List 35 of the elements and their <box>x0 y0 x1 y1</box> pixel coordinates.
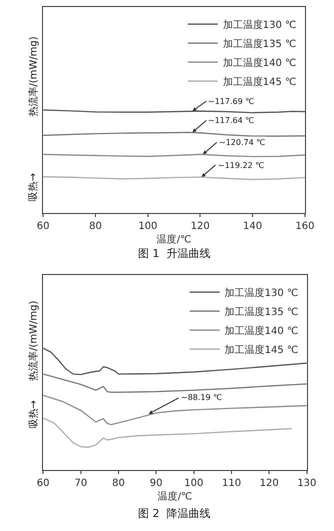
legend-label: 加工温度140 ℃ <box>224 325 298 338</box>
x-axis-title: 温度/℃ <box>156 234 192 246</box>
annotation: ~117.69 ℃ <box>208 97 254 106</box>
annotation: ~88.19 ℃ <box>181 393 222 402</box>
x-tick-label: 70 <box>74 478 88 489</box>
x-tick-label: 100 <box>184 478 204 489</box>
x-tick-label: 90 <box>150 478 163 489</box>
legend-label: 加工温度130 ℃ <box>222 19 296 32</box>
annotation: ~119.22 ℃ <box>218 161 264 170</box>
x-tick-label: 160 <box>295 221 315 232</box>
text: 吸热→ <box>28 400 40 429</box>
y-axis-title: 热流率/(mW/mg) <box>28 36 40 117</box>
x-tick-label: 60 <box>36 478 50 489</box>
annotation: ~120.74 ℃ <box>219 138 266 147</box>
x-tick-label: 80 <box>112 478 125 489</box>
x-tick-label: 80 <box>89 221 102 232</box>
x-tick-label: 120 <box>260 478 279 489</box>
text: 图 1 升温曲线 <box>138 247 210 260</box>
x-axis-title: 温度/℃ <box>158 490 192 502</box>
legend-label: 加工温度145 ℃ <box>224 344 298 356</box>
x-tick-label: 120 <box>190 221 210 232</box>
annotation: ~117.64 ℃ <box>208 116 254 125</box>
legend-label: 加工温度145 ℃ <box>222 76 296 88</box>
x-tick-label: 60 <box>36 221 50 232</box>
text: 吸热→ <box>28 173 39 202</box>
legend-label: 加工温度135 ℃ <box>224 306 298 318</box>
legend-label: 加工温度130 ℃ <box>224 287 298 300</box>
legend-label: 加工温度140 ℃ <box>222 57 296 70</box>
legend-label: 加工温度135 ℃ <box>222 38 296 50</box>
x-tick-label: 140 <box>243 221 262 232</box>
x-tick-label: 110 <box>222 478 242 489</box>
text: 图 2 降温曲线 <box>138 507 210 520</box>
x-tick-label: 100 <box>138 221 158 232</box>
x-tick-label: 130 <box>297 478 316 489</box>
y-axis-title: 热流率/(mW/mg) <box>27 300 40 381</box>
